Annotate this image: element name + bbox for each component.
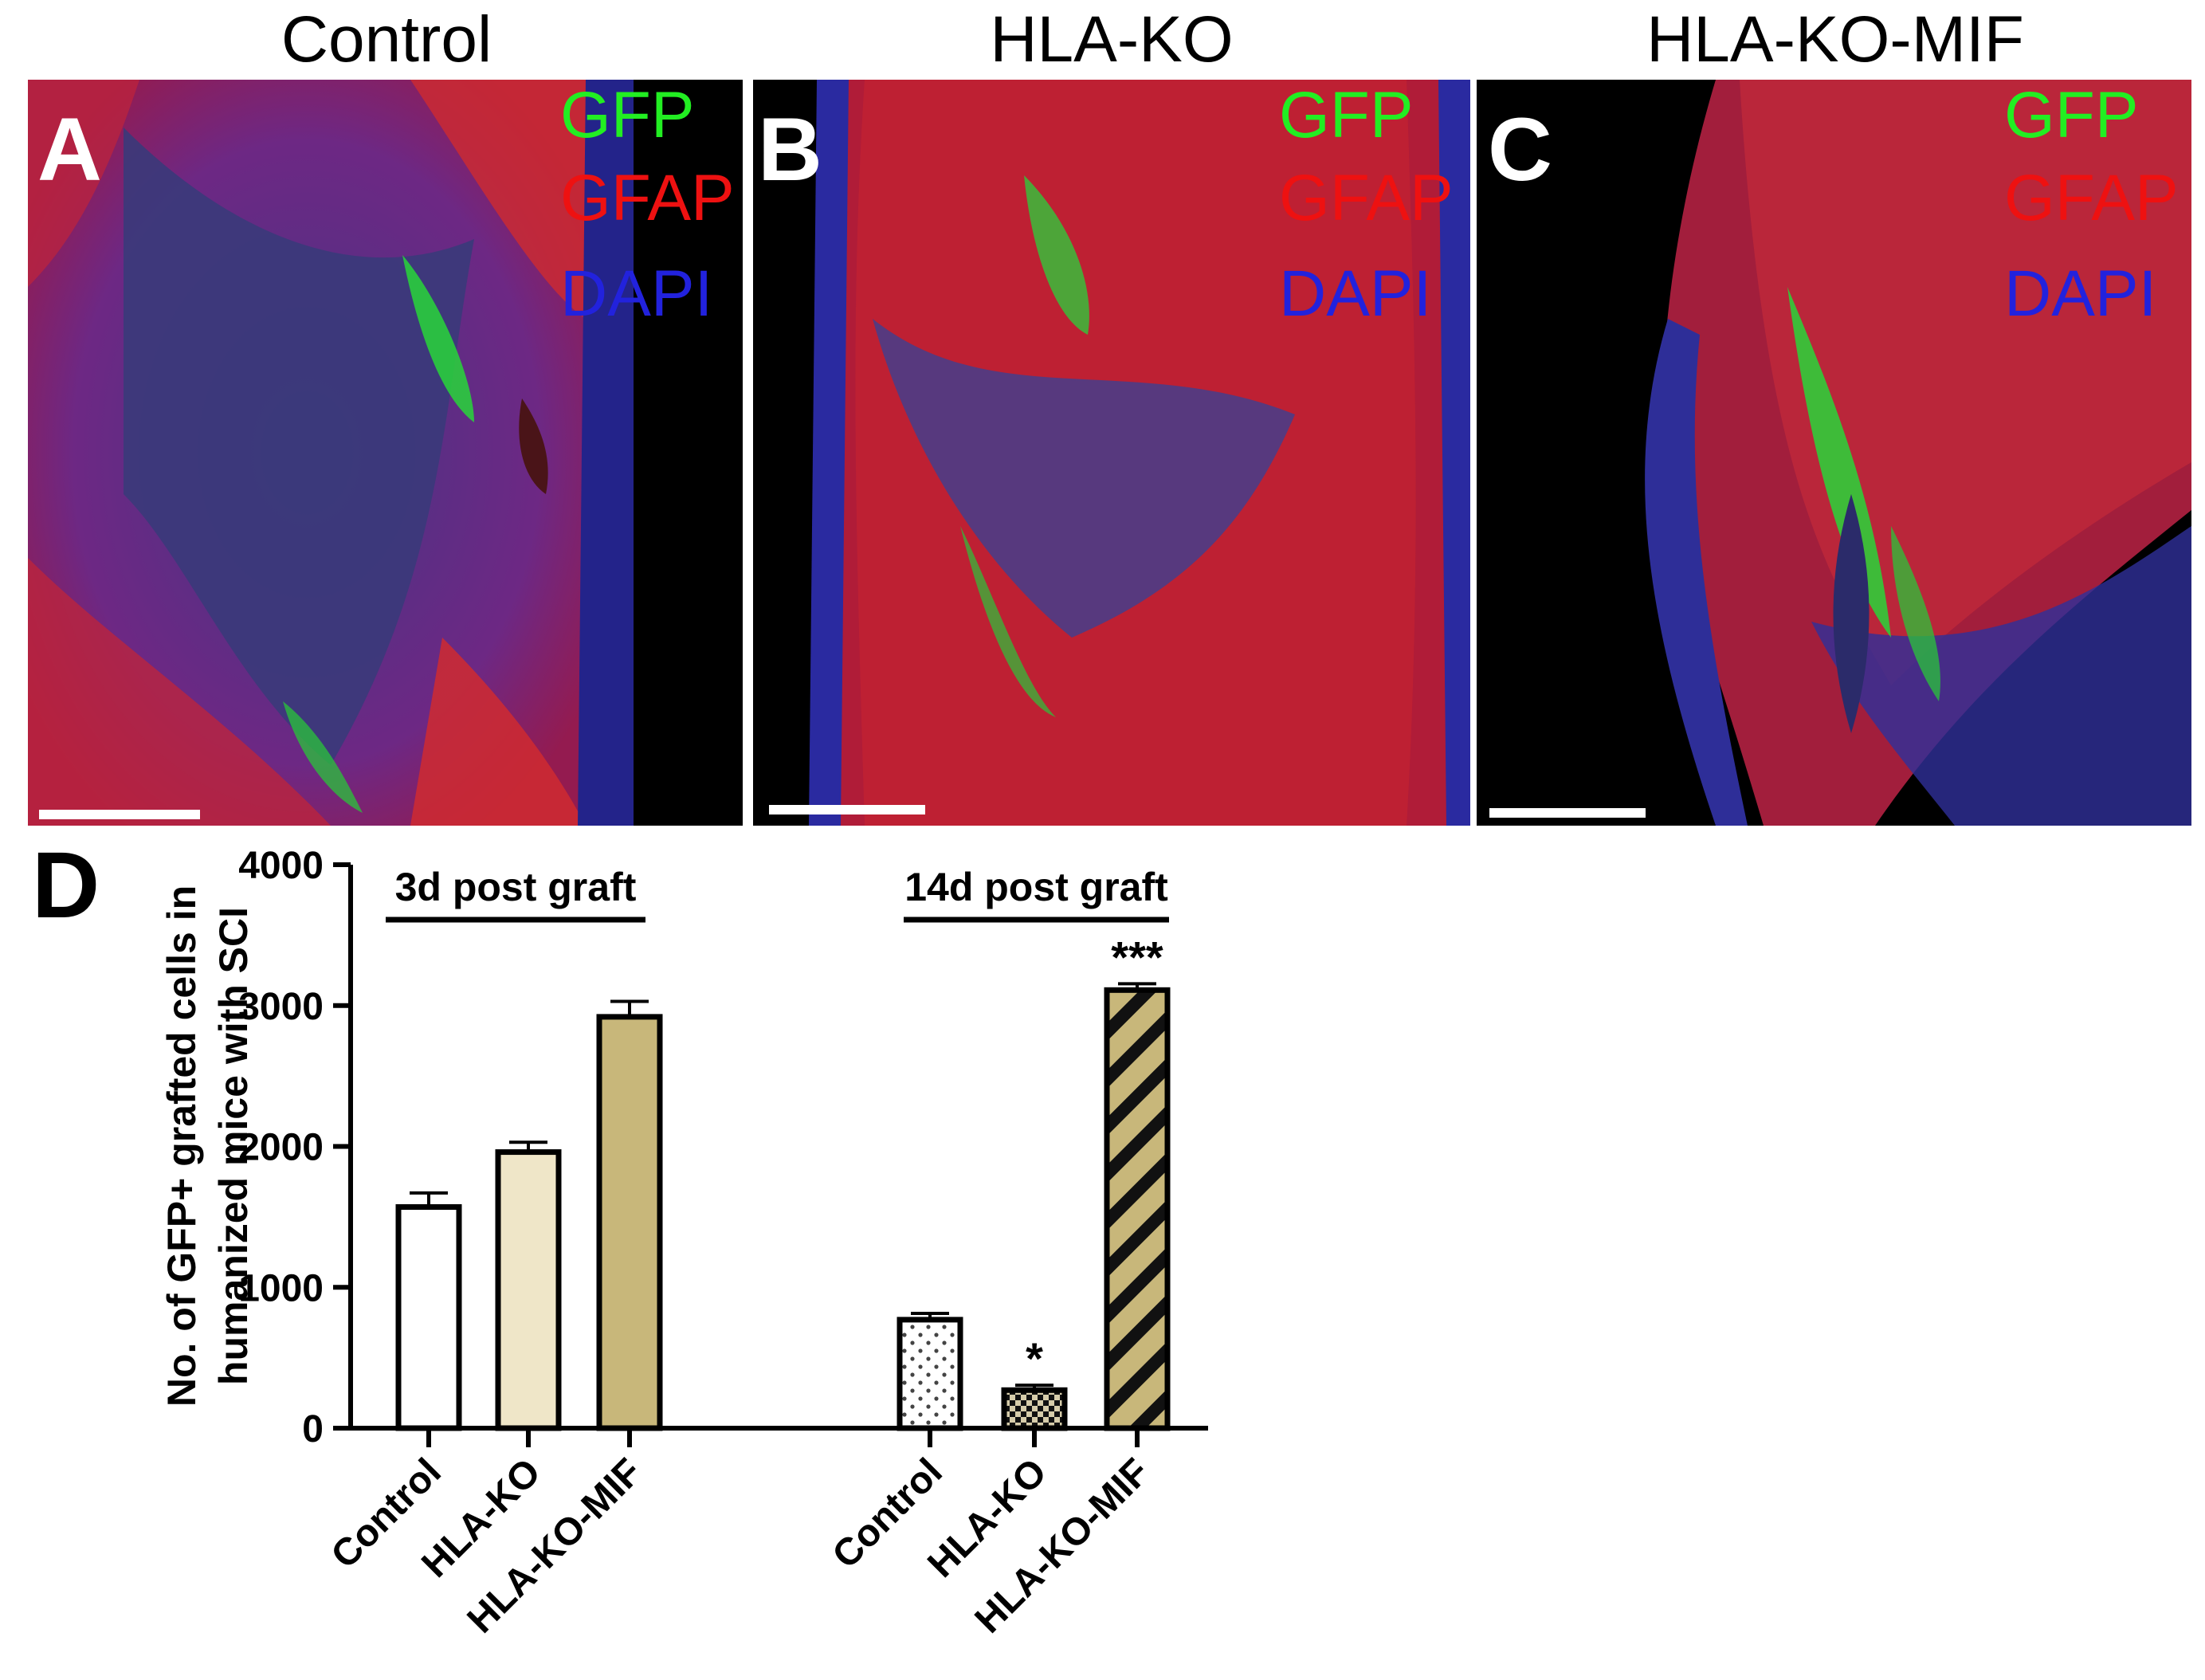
panel-a-legend-dapi: DAPI [560, 257, 713, 330]
significance-marker: * [1026, 1333, 1043, 1384]
group-label: 14d post graft [904, 865, 1168, 909]
micrograph-hla-ko: B GFP GFAP DAPI [753, 80, 1470, 826]
bar [395, 1204, 462, 1431]
panel-c-scale-bar [1489, 808, 1646, 818]
panel-d-letter: D [32, 833, 100, 938]
micrograph-hla-ko-mif-image [1477, 80, 2191, 826]
y-axis-label: No. of GFP+ grafted cells in [159, 885, 204, 1407]
panel-b-legend-dapi: DAPI [1279, 257, 1432, 330]
group-label: 3d post graft [395, 865, 637, 909]
panel-a-letter: A [37, 100, 102, 199]
micrograph-control-image [28, 80, 743, 826]
panel-b-legend-gfap: GFAP [1279, 162, 1454, 234]
y-tick-label: 2000 [238, 1127, 324, 1169]
micrograph-hla-ko-image [753, 80, 1470, 826]
panel-c-letter: C [1488, 100, 1552, 199]
micrograph-hla-ko-mif: C GFP GFAP DAPI [1477, 80, 2191, 826]
bar [495, 1149, 562, 1431]
bar [897, 1317, 963, 1431]
y-tick-label: 3000 [238, 986, 324, 1028]
y-tick-label: 4000 [238, 845, 324, 887]
panel-c-legend-gfp: GFP [2004, 80, 2139, 151]
micrograph-control: A GFP GFAP DAPI [28, 80, 743, 826]
panel-a-legend-gfap: GFAP [560, 162, 735, 234]
panel-a-scale-bar [39, 810, 200, 819]
panel-b-letter: B [758, 100, 822, 199]
bar [1104, 987, 1171, 1431]
panel-a-legend-gfp: GFP [560, 80, 695, 151]
panel-b-title: HLA-KO [990, 3, 1234, 76]
y-tick-label: 0 [302, 1408, 324, 1450]
panel-b-legend-gfp: GFP [1279, 80, 1414, 151]
panel-b-scale-bar [769, 805, 925, 814]
y-tick-label: 1000 [238, 1267, 324, 1309]
x-tick-label: HLA-KO-MIF [460, 1450, 650, 1641]
panel-c-title: HLA-KO-MIF [1646, 3, 2024, 76]
panel-a-title: Control [281, 3, 492, 76]
significance-marker: *** [1111, 932, 1163, 982]
panel-c-legend-gfap: GFAP [2004, 162, 2179, 234]
bar [1001, 1387, 1068, 1431]
bar [596, 1014, 663, 1431]
y-axis-label: humanized mice with SCI [211, 907, 256, 1385]
panel-c-legend-dapi: DAPI [2004, 257, 2157, 330]
